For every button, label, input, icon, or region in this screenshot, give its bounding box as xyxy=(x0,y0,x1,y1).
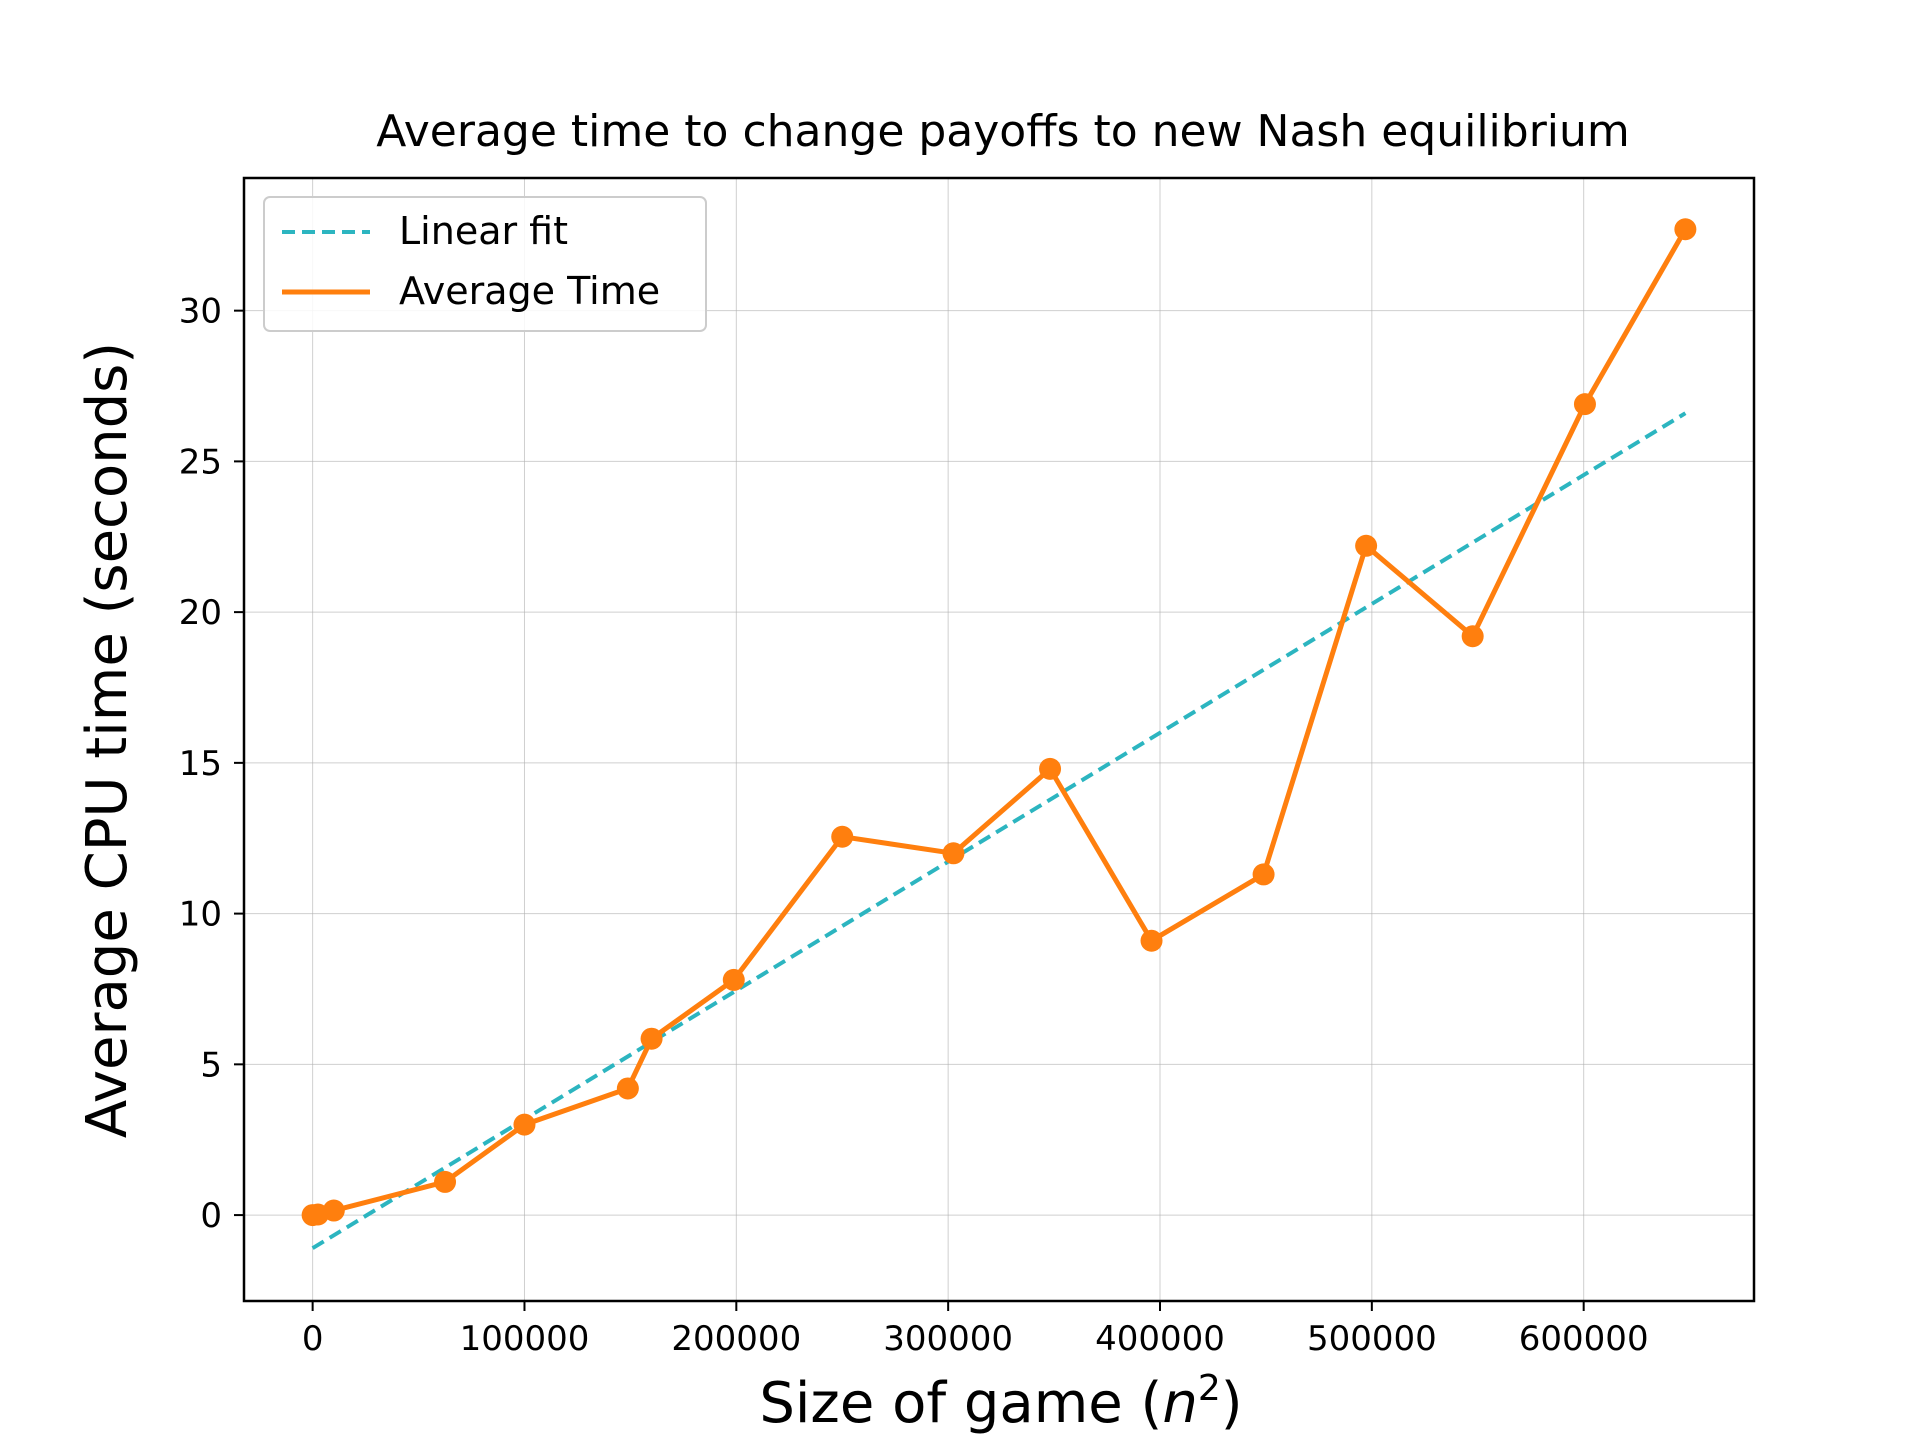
legend-box xyxy=(263,196,707,332)
legend-average-time-label: Average Time xyxy=(399,269,660,313)
average-time-point xyxy=(1674,218,1697,241)
y-tick-label: 0 xyxy=(200,1196,222,1236)
average-time-point xyxy=(942,842,965,865)
average-time-point xyxy=(1140,929,1163,952)
average-time-point xyxy=(513,1113,536,1136)
legend: Linear fit Average Time xyxy=(263,196,707,332)
x-tick-label: 600000 xyxy=(1519,1319,1649,1359)
average-time-point xyxy=(1573,393,1596,416)
y-axis-label: Average CPU time (seconds) xyxy=(75,342,140,1138)
chart-title: Average time to change payoffs to new Na… xyxy=(376,106,1630,157)
y-axis-ticks: 0 5 10 15 20 25 30 xyxy=(179,292,244,1236)
y-tick-label: 25 xyxy=(179,442,222,482)
average-time-point xyxy=(640,1027,663,1050)
average-time-point xyxy=(322,1199,345,1222)
x-tick-label: 0 xyxy=(302,1319,324,1359)
x-tick-label: 200000 xyxy=(671,1319,801,1359)
average-time-point xyxy=(831,825,854,848)
average-time-point xyxy=(434,1170,457,1193)
series-layer xyxy=(301,218,1697,1250)
average-time-point xyxy=(1461,625,1484,648)
y-tick-label: 30 xyxy=(179,292,222,332)
linear-fit-line xyxy=(311,411,1687,1250)
average-time-point xyxy=(1039,757,1062,780)
x-axis-ticks: 0 100000 200000 300000 400000 500000 600000 xyxy=(302,1301,1649,1359)
average-time-point xyxy=(1252,863,1275,886)
x-tick-label: 300000 xyxy=(883,1319,1013,1359)
grid xyxy=(244,178,1754,1301)
x-tick-label: 400000 xyxy=(1095,1319,1225,1359)
x-tick-label: 100000 xyxy=(460,1319,590,1359)
plot-frame xyxy=(242,176,1756,1303)
y-tick-label: 20 xyxy=(179,593,222,633)
x-tick-label: 500000 xyxy=(1307,1319,1437,1359)
average-time-line xyxy=(312,228,1688,1218)
y-tick-label: 15 xyxy=(179,744,222,784)
x-axis-label: Size of game (n2) xyxy=(759,1368,1242,1436)
y-tick-label: 5 xyxy=(200,1045,222,1085)
average-time-point xyxy=(1355,534,1378,557)
legend-linear-fit-label: Linear fit xyxy=(399,209,568,253)
y-tick-label: 10 xyxy=(179,895,222,935)
average-time-point xyxy=(722,968,745,991)
average-time-point xyxy=(616,1077,639,1100)
